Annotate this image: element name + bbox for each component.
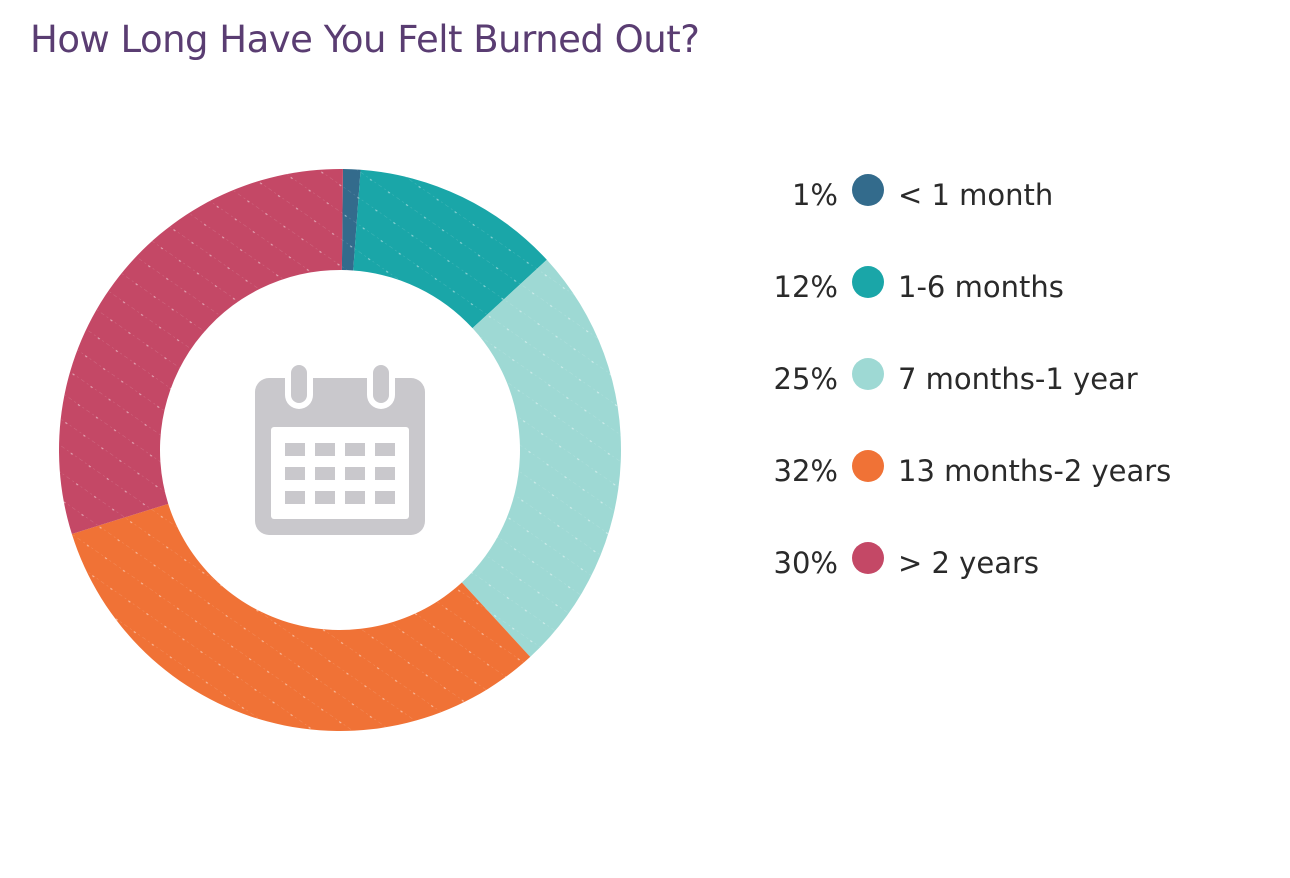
legend-item-7-months-1-year: 25% 7 months-1 year — [760, 354, 1260, 404]
legend-label: < 1 month — [898, 178, 1054, 212]
chart-title: How Long Have You Felt Burned Out? — [30, 18, 700, 61]
legend-label: 7 months-1 year — [898, 362, 1138, 396]
legend-label: > 2 years — [898, 546, 1039, 580]
legend-swatch-icon — [852, 542, 884, 574]
legend-percent: 30% — [773, 546, 838, 580]
legend-item-lt-1-month: 1% < 1 month — [760, 170, 1260, 220]
legend-swatch-icon — [852, 266, 884, 298]
legend-percent: 25% — [773, 362, 838, 396]
legend-label: 13 months-2 years — [898, 454, 1172, 488]
legend-swatch-icon — [852, 174, 884, 206]
legend-percent: 12% — [773, 270, 838, 304]
legend-percent: 1% — [791, 178, 838, 212]
calendar-icon — [255, 363, 425, 535]
legend-label: 1-6 months — [898, 270, 1064, 304]
legend-swatch-icon — [852, 450, 884, 482]
legend-swatch-icon — [852, 358, 884, 390]
legend-item-1-6-months: 12% 1-6 months — [760, 262, 1260, 312]
donut-chart — [58, 169, 621, 731]
legend-item-13-months-2-years: 32% 13 months-2 years — [760, 446, 1260, 496]
legend-item-gt-2-years: 30% > 2 years — [760, 538, 1260, 588]
legend-percent: 32% — [773, 454, 838, 488]
